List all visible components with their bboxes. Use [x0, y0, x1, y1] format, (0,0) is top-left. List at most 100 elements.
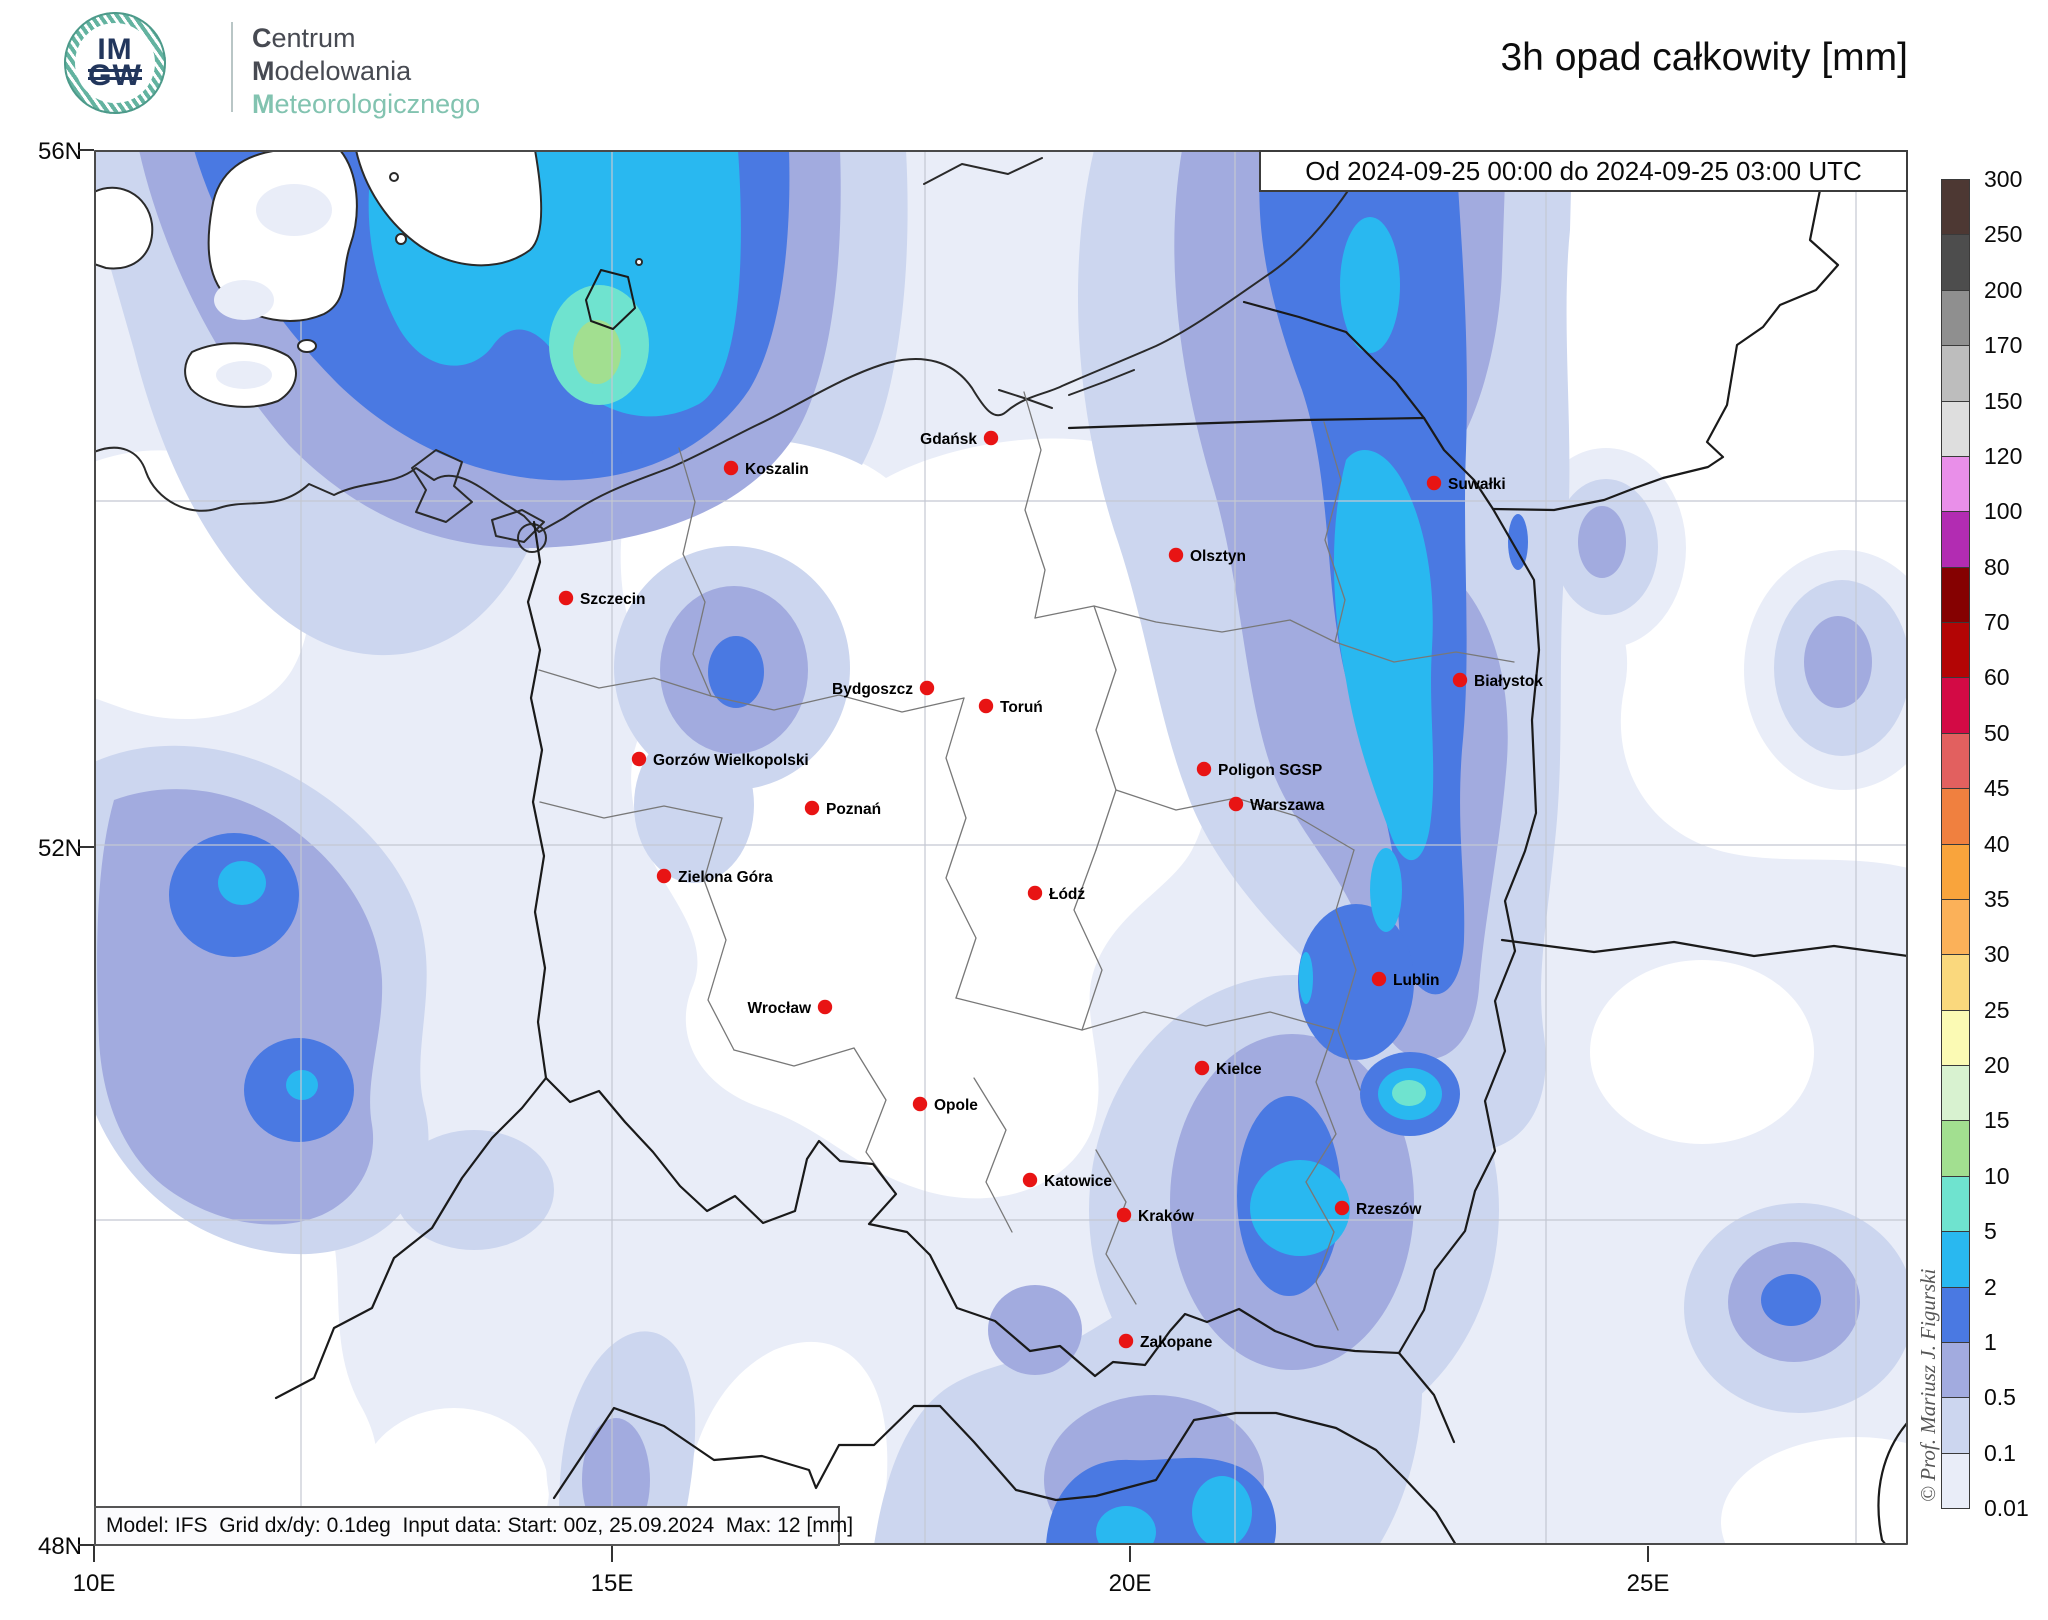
city-label: Szczecin [580, 591, 645, 608]
bornholm-outline [585, 269, 636, 330]
country-borders [274, 150, 1908, 1545]
city-dot [631, 751, 647, 767]
legend-value: 0.01 [1984, 1495, 2029, 1521]
city-label: Gdańsk [920, 431, 977, 448]
city-marker: Toruń [978, 698, 1043, 716]
city-marker: Poznań [804, 800, 881, 818]
center-name-line3: Meteorologicznego [252, 88, 480, 121]
lon-label-20e: 20E [1108, 1570, 1152, 1597]
city-marker: Opole [912, 1096, 978, 1114]
city-dot [1116, 1207, 1132, 1223]
city-dot [912, 1096, 928, 1112]
logo-divider [231, 22, 233, 112]
model-info-box: Model: IFS Grid dx/dy: 0.1deg Input data… [94, 1506, 853, 1546]
axis-tick [78, 149, 94, 151]
legend-value: 20 [1984, 1052, 2010, 1078]
legend-value: 5 [1984, 1218, 1997, 1245]
city-marker: Rzeszów [1334, 1200, 1422, 1218]
city-dot [1118, 1333, 1134, 1349]
legend-swatch [1941, 1175, 1970, 1233]
center-name: Centrum Modelowania Meteorologicznego [252, 22, 480, 121]
city-marker: Suwałki [1426, 475, 1506, 493]
legend-swatch [1941, 1120, 1970, 1177]
precipitation-map: Szczecin Koszalin Gdańsk Suwałki Olsztyn Biał… [94, 150, 1908, 1545]
city-marker: Białystok [1452, 672, 1543, 690]
legend-value: 60 [1984, 664, 2010, 691]
city-dot [1196, 761, 1212, 777]
city-marker: Koszalin [723, 460, 809, 478]
legend-swatch [1941, 843, 1970, 900]
island-precip-patches [214, 184, 332, 389]
center-name-line1-rest: entrum [271, 23, 356, 53]
legend-swatch [1941, 677, 1970, 734]
city-marker: Gorzów Wielkopolski [631, 751, 809, 769]
city-label: Łódź [1049, 886, 1085, 903]
city-label: Warszawa [1250, 797, 1325, 814]
city-dot [1426, 475, 1442, 491]
legend-swatch [1941, 179, 1970, 236]
legend-swatch [1941, 234, 1970, 291]
forecast-period-box: Od 2024-09-25 00:00 do 2024-09-25 03:00 … [1259, 150, 1908, 192]
legend-value: 25 [1984, 996, 2010, 1023]
legend-value: 1 [1984, 1328, 1997, 1355]
legend-swatch [1941, 511, 1970, 568]
denmark-islands [94, 150, 643, 408]
city-dot [978, 698, 994, 714]
legend-value: 0.5 [1984, 1384, 2016, 1411]
legend-value: 30 [1984, 941, 2010, 968]
city-label: Olsztyn [1190, 548, 1246, 565]
legend-swatch [1941, 788, 1970, 845]
legend-swatch [1941, 622, 1970, 679]
legend-swatch [1941, 1065, 1970, 1122]
city-label: Gorzów Wielkopolski [653, 752, 809, 769]
city-label: Zakopane [1140, 1334, 1213, 1351]
center-name-line3-initial: M [252, 89, 275, 119]
copyright-note: © Prof. Mariusz J. Figurski [1916, 1268, 1940, 1502]
center-name-line1: Centrum [252, 22, 480, 55]
precip-10-contours [573, 320, 621, 384]
center-name-line2-initial: M [252, 56, 275, 86]
center-name-line3-rest: eteorologicznego [274, 89, 481, 119]
city-marker: Kraków [1116, 1207, 1195, 1225]
city-marker: Katowice [1022, 1172, 1112, 1190]
city-dot [558, 590, 574, 606]
city-marker: Zielona Góra [656, 868, 773, 886]
legend-swatch [1941, 1009, 1970, 1066]
city-dot [1022, 1172, 1038, 1188]
city-label: Poznań [826, 801, 881, 818]
city-dot [656, 868, 672, 884]
imgw-logo: IM GW [64, 12, 166, 114]
city-label: Lublin [1393, 972, 1440, 989]
city-dot [817, 999, 833, 1015]
axis-tick [78, 846, 94, 848]
legend-swatch [1941, 1231, 1970, 1288]
legend-value: 170 [1984, 332, 2023, 359]
legend-value-labels: 300 250 200 170 150 120 100 80 70 60 50 45 40 35 30 25 2… [1984, 166, 2048, 1521]
city-label: Rzeszów [1356, 1201, 1422, 1218]
legend-value: 300 [1984, 166, 2023, 192]
imgw-logo-im-text: IM [97, 33, 133, 66]
lon-label-15e: 15E [590, 1570, 634, 1597]
city-label: Koszalin [745, 461, 809, 478]
city-marker: Poligon SGSP [1196, 761, 1322, 779]
legend-value: 45 [1984, 775, 2010, 802]
city-label: Poligon SGSP [1218, 762, 1322, 779]
legend-swatch [1941, 954, 1970, 1011]
city-dot [1334, 1200, 1350, 1216]
city-dot [723, 460, 739, 476]
legend-value: 2 [1984, 1273, 1997, 1300]
center-name-line2-rest: odelowania [274, 56, 412, 86]
legend-value: 70 [1984, 609, 2010, 635]
city-dot [1168, 547, 1184, 563]
coastline [94, 150, 1373, 553]
legend-value: 200 [1984, 276, 2023, 303]
imgw-logo-gw-text: GW [88, 59, 142, 92]
legend-swatch [1941, 400, 1970, 457]
city-dot [804, 800, 820, 816]
city-marker: Zakopane [1118, 1333, 1213, 1351]
legend-value: 120 [1984, 442, 2023, 469]
lon-label-10e: 10E [72, 1570, 116, 1597]
city-marker: Gdańsk [920, 430, 999, 448]
map-canvas: Szczecin Koszalin Gdańsk Suwałki Olsztyn Biał… [94, 150, 1908, 1545]
city-marker: Kielce [1194, 1060, 1262, 1078]
